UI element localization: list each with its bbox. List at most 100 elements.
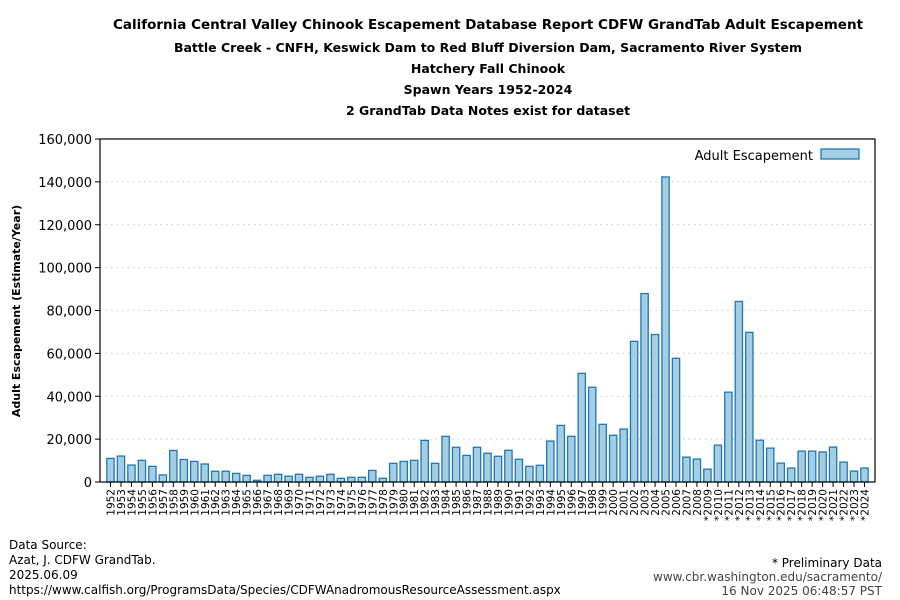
bar-1988: [483, 452, 492, 483]
bar-2023: [849, 470, 859, 483]
x-tick-label: 2005: [661, 489, 673, 516]
data-source-author: Azat, J. CDFW GrandTab.: [9, 553, 156, 567]
x-tick-label: *2024: [860, 489, 872, 521]
bar-2004: [650, 333, 660, 483]
x-tick-label: 1998: [587, 489, 599, 516]
x-tick-label: 1977: [367, 489, 379, 516]
chart-subtitle-location: Battle Creek - CNFH, Keswick Dam to Red …: [173, 40, 803, 55]
bar-1961: [200, 463, 210, 483]
y-axis-label: Adult Escapement (Estimate/Year): [10, 205, 23, 417]
x-tick-label: 1953: [116, 489, 128, 516]
legend: Adult Escapement: [695, 148, 860, 164]
x-tick-label: 1963: [221, 489, 233, 516]
x-tick-label: 2000: [608, 489, 620, 516]
bar-2013: [745, 331, 754, 483]
x-tick-label: *2011: [723, 489, 735, 521]
bar-2002: [629, 340, 639, 483]
bar-2012: [734, 300, 744, 483]
bar-2022: [839, 461, 848, 483]
x-tick-label: *2010: [713, 489, 725, 521]
x-tick-label: 2002: [629, 489, 641, 516]
chart-subtitle-years: Spawn Years 1952-2024: [403, 82, 573, 97]
bar-1980: [399, 460, 409, 483]
bar-1993: [535, 464, 545, 483]
bar-1955: [137, 459, 147, 483]
bar-1991: [514, 458, 524, 483]
x-tick-label: *2015: [765, 489, 777, 521]
x-tick-label: 1965: [242, 489, 254, 516]
bars: [106, 176, 869, 483]
bar-1975: [347, 476, 356, 483]
x-tick-label: 1974: [336, 489, 348, 516]
bar-1967: [263, 474, 272, 483]
bar-2024: [860, 467, 869, 483]
bar-1962: [210, 470, 220, 483]
bar-1959: [179, 458, 189, 483]
footer-info-block: * Preliminary Data www.cbr.washington.ed…: [653, 556, 882, 598]
bar-1986: [462, 454, 471, 483]
x-tick-label: 1980: [399, 489, 411, 516]
bar-1968: [273, 473, 283, 483]
y-tick-label: 20,000: [47, 433, 93, 448]
x-tick-label: 1984: [441, 489, 453, 516]
x-tick-label: 1957: [158, 489, 170, 516]
bar-2017: [786, 467, 796, 483]
x-tick-label: 1996: [566, 489, 578, 516]
x-tick-label: 1956: [147, 489, 159, 516]
x-tick-label: 1971: [304, 489, 316, 516]
x-tick-label: 1992: [524, 489, 536, 516]
y-tick-label: 40,000: [47, 390, 93, 405]
bar-2014: [755, 439, 765, 483]
x-tick-label: 1978: [378, 489, 390, 516]
bar-1992: [525, 465, 534, 483]
x-tick-label: 1985: [451, 489, 463, 516]
bar-2008: [692, 458, 702, 483]
bar-1964: [231, 472, 241, 483]
x-axis: 1952195319541955195619571958195919601961…: [106, 482, 872, 521]
x-tick-label: 1989: [493, 489, 505, 516]
bar-1990: [504, 449, 513, 483]
bar-1984: [441, 435, 450, 483]
data-source-block: Data Source: Azat, J. CDFW GrandTab. 202…: [9, 538, 561, 598]
bar-2010: [713, 444, 723, 483]
chart-subtitle-notes: 2 GrandTab Data Notes exist for dataset: [345, 103, 631, 118]
y-tick-label: 140,000: [38, 176, 92, 191]
x-tick-label: 1988: [483, 489, 495, 516]
legend-swatch: [820, 148, 860, 160]
data-source-label: Data Source:: [9, 538, 87, 552]
y-tick-label: 0: [84, 476, 92, 491]
bar-1963: [221, 470, 230, 483]
x-tick-label: 1952: [106, 489, 118, 516]
x-tick-label: 1973: [325, 489, 337, 516]
x-tick-label: *2022: [839, 489, 851, 521]
bar-1982: [420, 439, 429, 483]
bar-1971: [305, 476, 314, 483]
bar-1965: [242, 474, 251, 483]
x-tick-label: 1968: [273, 489, 285, 516]
x-tick-label: 1983: [430, 489, 442, 516]
bar-1954: [127, 464, 136, 483]
data-source-url[interactable]: https://www.calfish.org/ProgramsData/Spe…: [9, 583, 561, 597]
x-tick-label: 2008: [692, 489, 704, 516]
bar-1985: [451, 446, 461, 483]
bar-2009: [703, 468, 712, 483]
bar-1995: [556, 424, 566, 483]
x-tick-label: *2023: [849, 489, 861, 521]
x-tick-label: 2007: [681, 489, 693, 516]
x-tick-label: *2012: [734, 489, 746, 521]
bar-1958: [169, 449, 178, 483]
x-tick-label: 1986: [462, 489, 474, 516]
bar-1981: [409, 459, 419, 483]
bar-1997: [577, 372, 587, 483]
x-tick-label: 1991: [514, 489, 526, 516]
bar-1957: [158, 474, 168, 483]
x-tick-label: *2016: [776, 489, 788, 521]
bar-1989: [493, 455, 503, 483]
x-tick-label: 1959: [179, 489, 191, 516]
bar-2016: [776, 462, 786, 483]
bar-1956: [148, 465, 157, 483]
legend-label: Adult Escapement: [695, 149, 813, 164]
site-url[interactable]: www.cbr.washington.edu/sacramento/: [653, 570, 882, 584]
bar-2006: [671, 357, 681, 483]
data-source-date: 2025.06.09: [9, 568, 78, 582]
